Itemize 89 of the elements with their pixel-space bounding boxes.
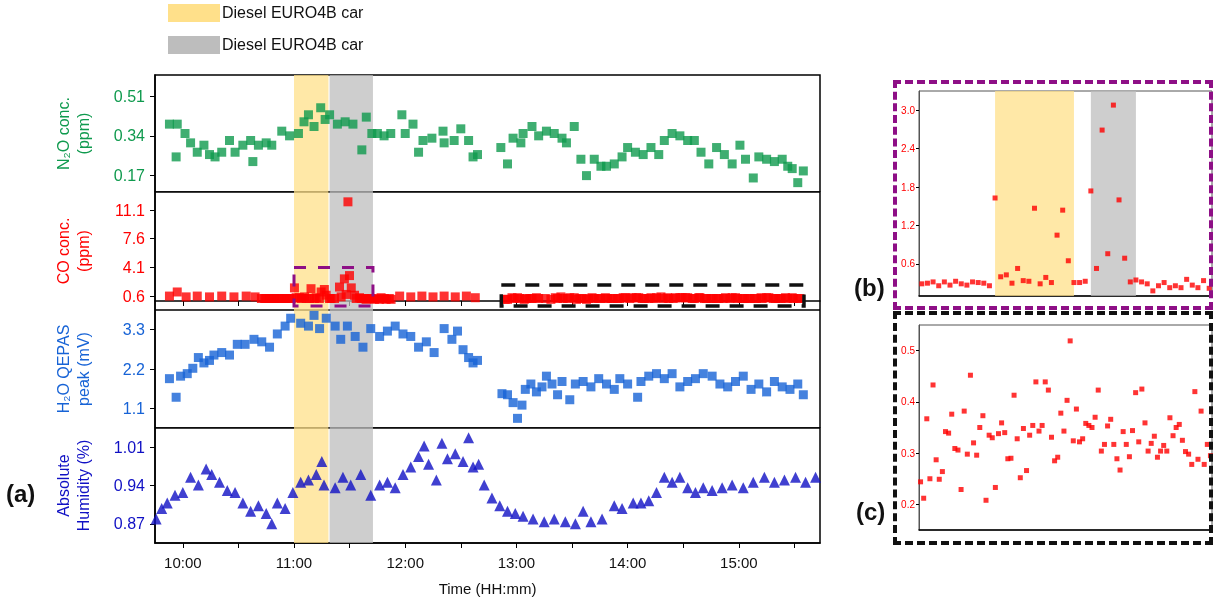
point: [941, 279, 947, 285]
y-tick-label: 2.2: [122, 360, 146, 378]
point: [1127, 279, 1133, 285]
y-axis-title: H₂O QEPAS peak (mV): [54, 324, 92, 414]
y-tick-label: 1.1: [122, 399, 146, 417]
point: [1167, 285, 1173, 291]
point: [1037, 281, 1043, 287]
y-axis-title: N₂O conc. (ppm): [54, 97, 92, 170]
y-axis-title: CO conc. (ppm): [54, 217, 92, 285]
text: (c): [856, 498, 886, 526]
point: [936, 283, 942, 289]
legend-label: Diesel EURO4B car: [222, 36, 364, 54]
y-tick-label: 0.51: [113, 87, 146, 105]
point: [1172, 283, 1178, 289]
y-tick-label: 0.17: [113, 167, 146, 185]
y-tick-label: 0.87: [113, 515, 146, 533]
x-tick-label: 12:00: [386, 554, 424, 571]
point: [1116, 197, 1122, 203]
point: [1161, 280, 1167, 286]
point: [1110, 102, 1116, 108]
point: [1003, 272, 1009, 278]
point: [970, 279, 976, 285]
point: [1189, 282, 1195, 288]
text: (b): [854, 274, 885, 302]
y-tick-label: 0.6: [901, 258, 916, 270]
point: [964, 282, 970, 288]
point: [1082, 278, 1088, 284]
y-tick-label: 1.01: [113, 438, 146, 456]
y-tick-label: 4.1: [122, 258, 146, 276]
point: [1060, 207, 1066, 213]
point: [930, 279, 936, 285]
point: [953, 278, 959, 284]
y-tick-label: 0.3: [901, 447, 916, 459]
point: [986, 283, 992, 289]
point: [1155, 283, 1161, 289]
y-tick-label: 0.2: [901, 498, 916, 510]
x-tick-label: 14:00: [608, 554, 647, 571]
point: [1071, 280, 1077, 286]
point: [1015, 265, 1021, 271]
point: [1150, 288, 1156, 294]
point: [975, 280, 981, 286]
y-tick-label: 0.94: [113, 477, 146, 494]
point: [924, 280, 930, 286]
y-tick-label: 2.4: [901, 143, 916, 155]
point: [947, 282, 953, 288]
x-tick-label: 15:00: [720, 554, 758, 571]
y-tick-label: 0.5: [901, 345, 916, 357]
x-tick-label: 13:00: [497, 554, 536, 571]
point: [1054, 232, 1060, 238]
point: [981, 280, 987, 286]
point: [1093, 265, 1099, 271]
point: [1133, 277, 1139, 283]
y-tick-label: 11.1: [115, 201, 146, 219]
point: [1048, 280, 1054, 286]
point: [919, 281, 925, 287]
y-tick-label: 1.8: [901, 181, 916, 193]
point: [1139, 279, 1145, 285]
y-tick-label: 3.0: [901, 104, 916, 116]
y-axis-title: Absolute Humidity (%): [54, 439, 92, 532]
point: [1195, 285, 1201, 291]
x-tick-label: 11:00: [275, 554, 313, 571]
x-axis-title: Time (HH:mm): [438, 580, 537, 597]
legend-label: Diesel EURO4B car: [222, 4, 364, 22]
y-tick-label: 0.34: [113, 127, 146, 145]
point: [1184, 276, 1190, 282]
point: [1032, 205, 1038, 211]
y-tick-label: 1.2: [901, 220, 916, 232]
point: [1122, 255, 1128, 261]
point: [998, 274, 1004, 280]
point: [992, 195, 998, 201]
y-tick-label: 3.3: [122, 321, 146, 339]
point: [1144, 281, 1150, 287]
point: [1043, 274, 1049, 280]
point: [1026, 278, 1032, 284]
point: [1009, 280, 1015, 286]
y-tick-label: 0.6: [122, 287, 146, 305]
x-tick-label: 10:00: [164, 554, 202, 571]
point: [1105, 251, 1111, 257]
point: [1020, 278, 1026, 284]
point: [1077, 280, 1083, 286]
point: [1178, 285, 1184, 291]
text: (a): [6, 480, 36, 508]
y-tick-label: 7.6: [122, 230, 146, 248]
point: [1201, 278, 1207, 284]
point: [958, 281, 964, 287]
point: [1088, 188, 1094, 194]
point: [1065, 258, 1071, 264]
y-tick-label: 0.4: [901, 396, 916, 408]
point: [1099, 127, 1105, 133]
